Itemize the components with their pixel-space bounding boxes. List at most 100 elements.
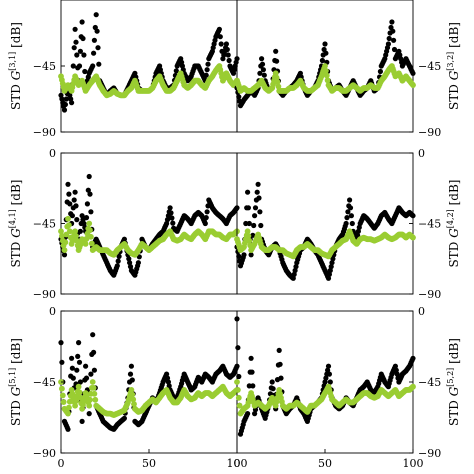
data-point-fill: [59, 392, 66, 399]
y-tick-label: 0: [418, 147, 425, 160]
data-point-fill: [73, 398, 79, 404]
data-point-fill: [205, 61, 211, 67]
data-point: [65, 426, 71, 432]
data-point-fill: [74, 52, 80, 58]
data-point-fill: [82, 68, 88, 75]
x-tick-label: 0: [58, 457, 65, 470]
data-point-fill: [236, 402, 243, 409]
series-black: [234, 181, 416, 281]
data-point-fill: [319, 57, 325, 64]
x-tick-label: 50: [318, 457, 332, 470]
data-point: [93, 12, 99, 18]
data-point-fill: [394, 371, 400, 377]
data-point-fill: [251, 222, 257, 229]
data-point-fill: [116, 253, 122, 259]
data-point-fill: [129, 377, 135, 383]
data-point-fill: [324, 77, 331, 84]
y-tick-label: −45: [33, 60, 56, 73]
series-black: [234, 316, 416, 437]
data-point-fill: [323, 50, 329, 56]
data-point-fill: [91, 367, 97, 373]
data-point-fill: [168, 210, 174, 216]
data-point-fill: [74, 367, 80, 373]
data-point: [65, 181, 71, 187]
data-point: [248, 355, 254, 361]
data-point: [90, 332, 96, 338]
data-point-fill: [85, 187, 91, 193]
x-tick-label: 100: [227, 457, 248, 470]
data-point: [72, 189, 78, 195]
data-point: [410, 82, 416, 88]
data-point: [164, 371, 170, 377]
axes-frame: [60, 0, 238, 133]
data-point-fill: [66, 404, 72, 411]
data-point-fill: [326, 271, 332, 277]
data-point: [347, 197, 353, 203]
data-point-fill: [76, 389, 83, 396]
data-point: [290, 275, 296, 281]
data-point-fill: [127, 260, 133, 266]
data-point-fill: [293, 264, 299, 270]
series-green: [58, 379, 240, 418]
data-point: [223, 41, 229, 47]
data-point: [79, 418, 85, 424]
data-point-fill: [249, 369, 255, 375]
data-point-fill: [88, 240, 95, 247]
data-point: [252, 411, 258, 417]
data-point-fill: [256, 195, 262, 201]
y-axis-label: STD G[5,2] [dB]: [446, 338, 461, 426]
y-tick-label: −90: [418, 288, 441, 301]
data-point-fill: [277, 361, 283, 367]
data-point-fill: [83, 215, 90, 221]
data-point: [58, 340, 64, 346]
data-point: [255, 181, 261, 187]
y-tick-label: −90: [33, 126, 56, 139]
data-point-fill: [115, 258, 121, 264]
data-point-fill: [87, 227, 93, 234]
data-point-fill: [83, 375, 90, 381]
data-point-fill: [169, 215, 175, 221]
data-point-fill: [69, 365, 75, 371]
data-point: [72, 228, 78, 235]
data-point-fill: [88, 233, 94, 240]
data-point-fill: [291, 271, 297, 277]
data-point-fill: [235, 345, 241, 351]
data-point: [58, 228, 64, 235]
data-point-fill: [91, 349, 97, 355]
data-point-fill: [63, 96, 69, 102]
data-point: [241, 252, 247, 258]
data-point-fill: [258, 222, 264, 229]
data-point-fill: [344, 215, 350, 221]
y-tick-label: 0: [418, 305, 425, 318]
data-point: [322, 41, 328, 47]
data-point: [389, 19, 395, 25]
data-point-fill: [246, 237, 253, 244]
data-point: [202, 220, 208, 227]
data-point-fill: [70, 375, 76, 381]
data-point: [128, 387, 135, 393]
data-point-fill: [345, 209, 351, 215]
series-green: [234, 63, 416, 94]
data-point: [234, 379, 240, 385]
data-point-fill: [250, 232, 256, 238]
data-point-fill: [224, 46, 230, 53]
data-point-fill: [225, 52, 231, 58]
data-point-fill: [250, 383, 256, 389]
y-axis-label: STD G[4,1] [dB]: [8, 180, 23, 268]
data-point: [72, 26, 78, 32]
data-point: [325, 275, 332, 281]
data-point-fill: [73, 203, 79, 209]
x-tick-label: 50: [142, 457, 156, 470]
data-point: [61, 247, 68, 254]
data-point-fill: [88, 209, 94, 215]
data-point-fill: [81, 52, 87, 58]
series-black: [58, 173, 240, 278]
data-point-fill: [73, 233, 79, 239]
data-point: [410, 234, 416, 241]
data-point: [86, 220, 93, 227]
data-point: [385, 41, 391, 47]
data-point: [410, 383, 416, 390]
data-point-fill: [325, 367, 331, 373]
data-point-fill: [66, 191, 72, 197]
